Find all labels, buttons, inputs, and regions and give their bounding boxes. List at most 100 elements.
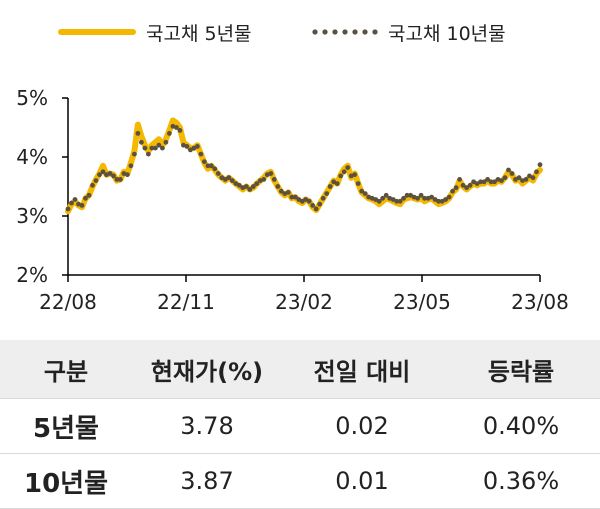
series-point-10y: [499, 178, 504, 183]
series-point-10y: [268, 171, 274, 176]
legend-swatch-5y: [58, 29, 136, 35]
series-point-10y: [502, 175, 508, 181]
series-point-10y: [236, 182, 242, 188]
series-point-10y: [278, 188, 284, 194]
x-tick-label: 23/02: [275, 290, 333, 314]
series-point-10y: [534, 169, 539, 175]
series-point-10y: [401, 195, 406, 201]
series-point-10y: [327, 184, 333, 189]
table-row: 5년물 3.78 0.02 0.40%: [0, 399, 600, 454]
series-point-10y: [184, 144, 190, 149]
yield-table: 구분 현재가(%) 전일 대비 등락률 5년물 3.78 0.02 0.40% …: [0, 340, 600, 509]
x-tick-label: 23/08: [511, 290, 569, 314]
series-point-10y: [153, 145, 158, 151]
series-point-10y: [341, 169, 347, 175]
series-point-10y: [205, 163, 211, 169]
yield-line-chart: 2% 3% 4% 5% 22/08 22/11 23/02 23/05 23/08: [16, 86, 569, 314]
cell-10y-current: 3.87: [180, 467, 234, 495]
cell-10y-change: 0.01: [335, 467, 389, 495]
series-point-10y: [310, 203, 316, 208]
table-header-row: 구분 현재가(%) 전일 대비 등락률: [0, 340, 600, 399]
cell-5y-current: 3.78: [180, 412, 234, 440]
series-point-10y: [292, 194, 298, 200]
series-point-10y: [355, 181, 361, 186]
series-point-10y: [271, 177, 277, 182]
series-point-10y: [376, 198, 382, 204]
series-point-10y: [247, 187, 253, 192]
series-point-10y: [132, 151, 137, 157]
series-point-10y: [114, 177, 120, 182]
series-point-10y: [254, 181, 260, 186]
series-point-10y: [453, 185, 459, 191]
row-label-10y: 10년물: [23, 468, 109, 499]
series-point-10y: [457, 177, 462, 182]
series-point-10y: [202, 159, 207, 165]
y-tick-label: 2%: [16, 263, 48, 287]
series-point-10y: [90, 182, 95, 188]
series-point-10y: [436, 198, 441, 204]
series-point-10y: [380, 195, 386, 201]
series-point-10y: [128, 163, 134, 169]
series-point-10y: [107, 171, 113, 176]
series-point-10y: [446, 194, 452, 200]
series-point-10y: [195, 144, 200, 149]
header-day-change: 전일 대비: [313, 357, 411, 386]
series-point-10y: [478, 179, 483, 185]
x-tick-label: 23/05: [393, 290, 451, 314]
header-current-price: 현재가(%): [150, 357, 264, 386]
row-label-5y: 5년물: [33, 413, 99, 444]
series-point-10y: [362, 191, 368, 196]
series-point-10y: [429, 194, 434, 200]
series-point-10y: [250, 184, 256, 189]
series-point-10y: [149, 145, 155, 151]
cell-10y-rate: 0.36%: [482, 467, 560, 495]
series-point-10y: [352, 172, 358, 178]
series-point-10y: [111, 173, 116, 179]
series-point-10y: [208, 163, 214, 169]
cell-5y-rate: 0.40%: [482, 412, 560, 440]
series-point-10y: [506, 167, 511, 173]
series-point-10y: [167, 131, 172, 136]
series-point-10y: [324, 191, 330, 196]
series-point-10y: [142, 145, 148, 151]
series-point-10y: [160, 145, 165, 151]
series-point-10y: [317, 201, 323, 207]
series-point-10y: [86, 192, 92, 198]
series-point-10y: [275, 184, 281, 189]
series-point-10y: [306, 198, 312, 204]
table-row: 10년물 3.87 0.01 0.36%: [0, 454, 600, 509]
series-point-10y: [215, 171, 221, 176]
series-point-10y: [394, 198, 400, 204]
series-point-10y: [492, 179, 497, 185]
series-point-10y: [156, 142, 162, 148]
series-point-10y: [198, 151, 204, 157]
series-point-10y: [422, 195, 427, 201]
x-tick-label: 22/11: [157, 290, 215, 314]
series-point-10y: [415, 195, 420, 201]
series-point-10y: [69, 200, 74, 206]
series-point-10y: [65, 206, 71, 212]
series-point-10y: [418, 192, 424, 198]
series-point-10y: [464, 185, 469, 191]
y-tick-label: 5%: [16, 86, 48, 110]
series-point-10y: [537, 162, 543, 168]
series-point-10y: [516, 175, 522, 181]
series-point-10y: [261, 177, 267, 182]
series-point-10y: [79, 203, 85, 208]
series-point-10y: [146, 151, 151, 157]
series-point-10y: [397, 198, 403, 204]
legend-label-10y: 국고채 10년물: [388, 22, 506, 45]
series-point-10y: [523, 177, 529, 182]
series-point-10y: [135, 131, 141, 136]
series-point-10y: [100, 169, 106, 175]
series-point-10y: [289, 194, 295, 200]
series-point-10y: [313, 206, 319, 212]
series-point-10y: [93, 178, 99, 183]
series-point-10y: [383, 192, 389, 198]
cell-5y-change: 0.02: [335, 412, 389, 440]
series-point-10y: [443, 197, 448, 202]
series-point-10y: [359, 188, 365, 194]
series-point-10y: [229, 178, 235, 183]
series-point-10y: [509, 171, 515, 176]
legend-item-10y: 국고채 10년물: [310, 14, 506, 50]
